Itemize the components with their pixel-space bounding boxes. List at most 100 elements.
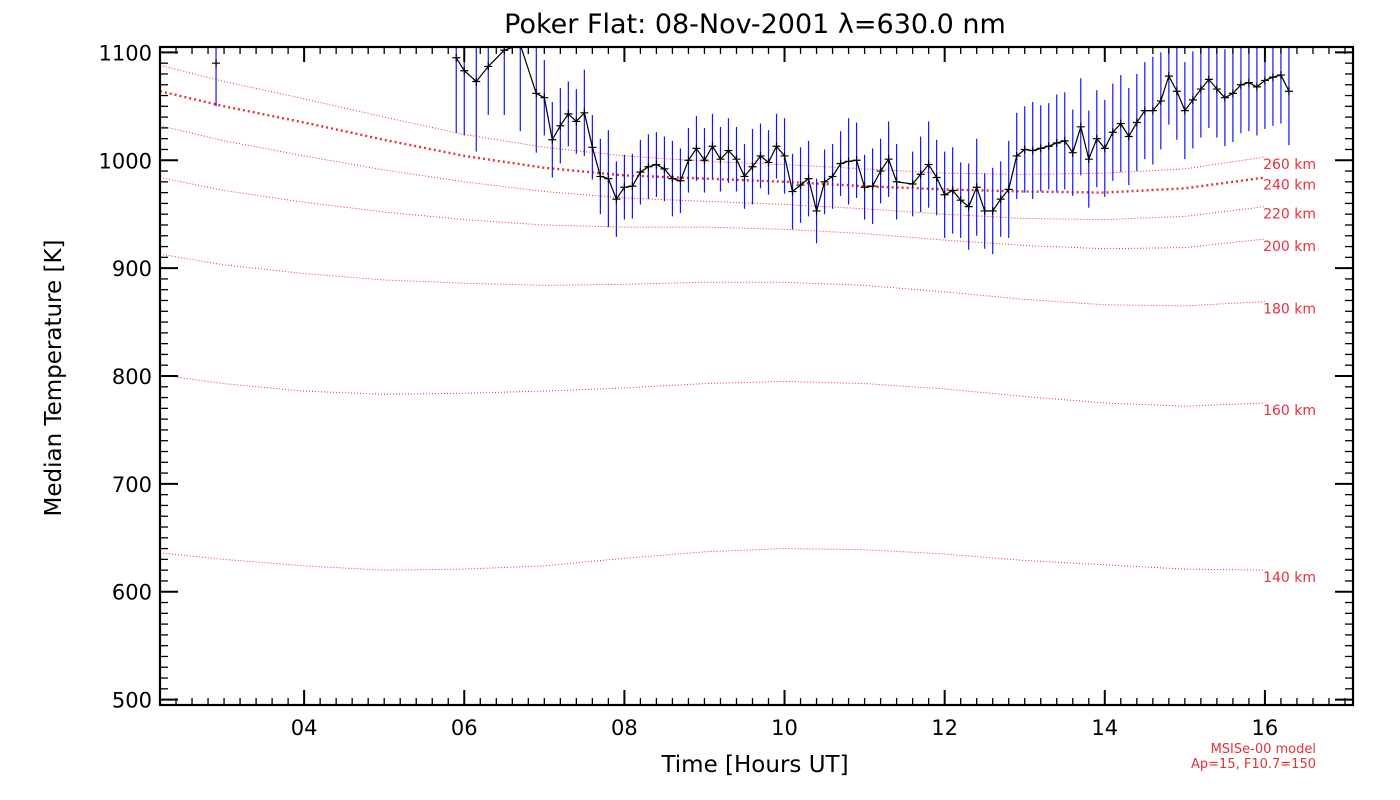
data-point — [980, 206, 989, 215]
observed-line — [455, 47, 1290, 214]
x-tick-label: 04 — [291, 716, 318, 740]
chart-title: Poker Flat: 08-Nov-2001 λ=630.0 nm — [504, 9, 1006, 40]
y-tick-label: 700 — [112, 473, 152, 497]
data-point — [1228, 89, 1237, 98]
data-point — [628, 182, 637, 191]
data-point — [556, 121, 565, 130]
model-curves — [160, 64, 1266, 571]
data-point — [1196, 85, 1205, 94]
data-point — [708, 142, 717, 151]
data-point — [1092, 134, 1101, 143]
y-tick-label: 1100 — [99, 41, 152, 65]
y-tick-label: 600 — [112, 581, 152, 605]
x-tick-label: 10 — [771, 716, 798, 740]
data-point — [748, 162, 757, 171]
data-point — [612, 195, 621, 204]
data-point — [1204, 75, 1213, 84]
data-point — [484, 62, 493, 71]
data-point — [1116, 119, 1125, 128]
data-point — [1012, 151, 1021, 160]
data-point — [588, 143, 597, 152]
model-params-annotation: Ap=15, F10.7=150 — [1191, 757, 1316, 772]
data-point — [956, 196, 965, 205]
data-point — [1068, 148, 1077, 157]
data-point — [724, 146, 733, 155]
data-point — [1060, 136, 1069, 145]
data-point — [1252, 82, 1261, 91]
data-point — [636, 168, 645, 177]
model-curve-labels: 140 km 160 km 180 km 200 km 220 km 240 km 260 … — [1263, 157, 1316, 586]
y-tick-label: 900 — [112, 257, 152, 281]
observed-series — [212, 47, 1293, 215]
model-label-160km: 160 km — [1263, 403, 1316, 419]
data-point — [940, 190, 949, 199]
model-curve-260km — [160, 64, 1265, 175]
data-point — [700, 156, 709, 165]
data-point — [1268, 73, 1277, 82]
model-curve-220km — [160, 125, 1265, 221]
x-tick-label: 14 — [1091, 716, 1118, 740]
model-curve-160km — [160, 374, 1265, 407]
data-point — [972, 183, 981, 192]
data-point — [676, 176, 685, 185]
y-tick-label: 1000 — [99, 149, 152, 173]
data-point — [1156, 96, 1165, 105]
data-point — [1188, 95, 1197, 104]
x-tick-label: 16 — [1252, 716, 1279, 740]
axes: 04 06 08 10 12 14 16 500 600 700 800 900 1000 1100 — [99, 41, 1355, 740]
data-point — [836, 159, 845, 168]
data-point — [1076, 122, 1085, 131]
data-point — [660, 164, 669, 173]
data-point — [844, 157, 853, 166]
x-tick-label: 06 — [451, 716, 478, 740]
data-point — [668, 174, 677, 183]
data-point — [652, 160, 661, 169]
plot-frame — [158, 45, 1355, 707]
data-point — [1036, 144, 1045, 153]
data-point — [892, 177, 901, 186]
data-point — [1044, 142, 1053, 151]
x-axis-label: Time [Hours UT] — [660, 752, 848, 778]
data-point — [1004, 185, 1013, 194]
data-point — [1180, 106, 1189, 115]
data-point — [684, 156, 693, 165]
data-point — [1260, 76, 1269, 85]
data-point — [740, 172, 749, 181]
data-point — [804, 174, 813, 183]
data-point — [820, 177, 829, 186]
data-point — [860, 183, 869, 192]
data-point — [1220, 93, 1229, 102]
data-point — [532, 89, 541, 98]
y-axis-label: Median Temperature [K] — [41, 240, 67, 517]
data-point — [716, 155, 725, 164]
data-point — [452, 53, 461, 62]
data-point — [948, 186, 957, 195]
data-point — [1164, 72, 1173, 81]
data-point — [1276, 71, 1285, 80]
data-point — [620, 183, 629, 192]
data-point — [1140, 106, 1149, 115]
data-point — [1148, 106, 1157, 115]
data-point — [788, 187, 797, 196]
data-point — [1212, 85, 1221, 94]
data-point — [932, 173, 941, 182]
data-point — [580, 108, 589, 117]
model-label-240km: 240 km — [1263, 178, 1316, 194]
data-point — [1020, 145, 1029, 154]
data-point — [1084, 155, 1093, 164]
y-tick-label: 800 — [112, 365, 152, 389]
model-label-200km: 200 km — [1263, 239, 1316, 255]
x-tick-label: 12 — [931, 716, 958, 740]
model-curve-200km — [160, 177, 1265, 250]
data-point — [868, 182, 877, 191]
data-point — [564, 109, 573, 118]
data-point — [1236, 80, 1245, 89]
data-point — [692, 144, 701, 153]
data-point — [908, 179, 917, 188]
data-point — [996, 195, 1005, 204]
data-point — [212, 59, 221, 68]
data-point — [772, 142, 781, 151]
data-point — [472, 77, 481, 86]
data-point — [876, 167, 885, 176]
